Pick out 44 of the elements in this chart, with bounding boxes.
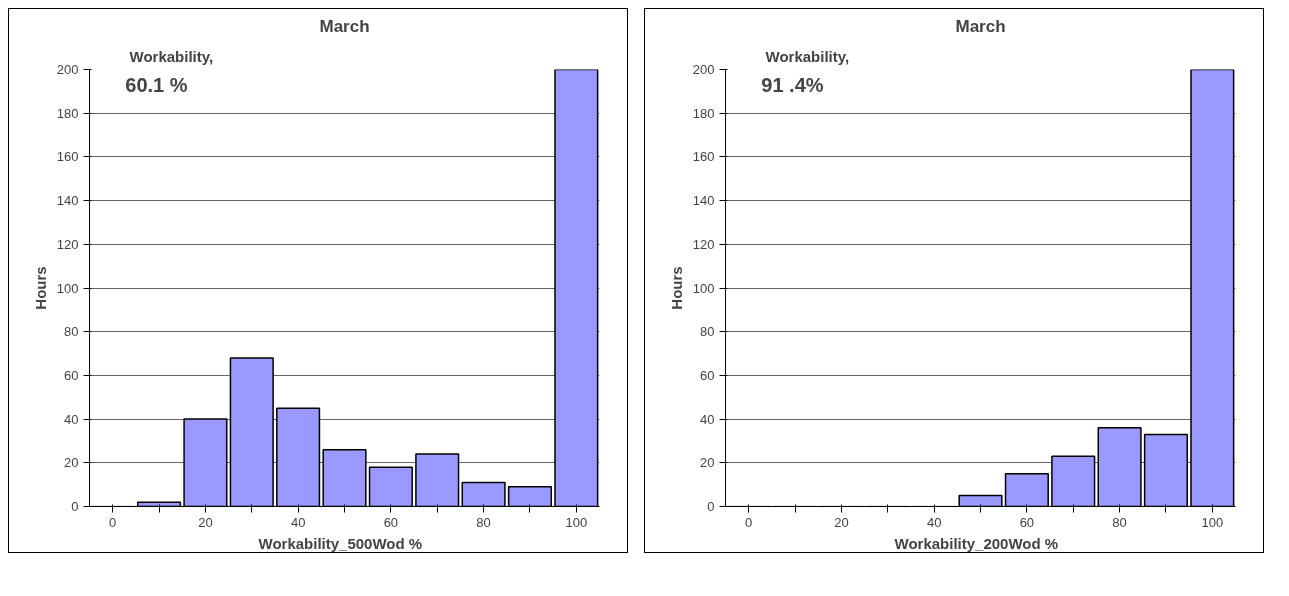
y-axis-title: Hours <box>667 266 685 310</box>
chart-title: March <box>319 16 370 36</box>
y-tick-label: 120 <box>56 236 79 252</box>
x-tick-label: 100 <box>1201 514 1224 530</box>
y-tick-label: 20 <box>700 455 715 471</box>
y-tick-label: 80 <box>64 324 79 340</box>
y-tick-label: 200 <box>56 62 79 77</box>
annotation: 91 .4% <box>761 74 824 97</box>
y-axis-title: Hours <box>31 266 49 310</box>
y-tick-label: 140 <box>692 193 715 209</box>
x-tick-label: 0 <box>745 514 753 530</box>
x-axis-title: Workability_200Wod % <box>894 534 1059 552</box>
y-tick-label: 80 <box>700 324 715 340</box>
y-tick-label: 160 <box>56 149 79 165</box>
text: Workability, <box>765 47 850 65</box>
x-tick-label: 60 <box>383 514 399 530</box>
y-tick-label: 40 <box>700 411 715 427</box>
y-tick-label: 160 <box>692 149 715 165</box>
y-tick-label: 120 <box>692 236 715 252</box>
annotation: 60.1 % <box>125 74 188 97</box>
y-tick-label: 200 <box>692 62 715 77</box>
y-tick-label: 60 <box>700 367 715 383</box>
y-tick-label: 140 <box>56 193 79 209</box>
x-tick-label: 20 <box>198 514 213 530</box>
y-tick-label: 0 <box>707 499 715 514</box>
x-tick-label: 80 <box>1112 514 1127 530</box>
x-tick-label: 100 <box>565 514 588 530</box>
x-tick-label: 40 <box>926 514 942 530</box>
x-tick-label: 20 <box>834 514 849 530</box>
y-tick-label: 60 <box>64 367 79 383</box>
x-tick-label: 80 <box>476 514 491 530</box>
x-axis-title: Workability_500Wod % <box>258 534 423 552</box>
y-tick-label: 180 <box>56 105 79 121</box>
text: Workability, <box>129 47 214 65</box>
y-tick-label: 180 <box>692 105 715 121</box>
x-tick-label: 0 <box>109 514 117 530</box>
y-tick-label: 0 <box>71 499 79 514</box>
y-tick-label: 100 <box>692 280 715 296</box>
x-tick-label: 40 <box>290 514 306 530</box>
chart-title: March <box>955 16 1006 36</box>
y-tick-label: 40 <box>64 411 79 427</box>
y-tick-label: 20 <box>64 455 79 471</box>
y-tick-label: 100 <box>56 280 79 296</box>
x-tick-label: 60 <box>1019 514 1035 530</box>
